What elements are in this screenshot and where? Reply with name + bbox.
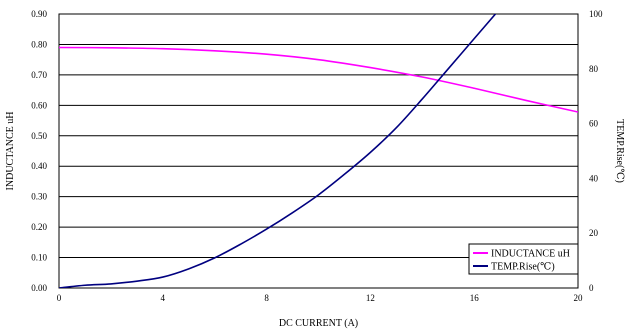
x-axis-label: DC CURRENT (A) (279, 318, 358, 329)
y-right-tick-label: 20 (589, 228, 599, 238)
x-tick-label: 8 (264, 293, 269, 303)
y-right-tick-label: 0 (589, 283, 594, 293)
series-inductance-line (59, 46, 578, 113)
x-tick-label: 20 (574, 293, 584, 303)
y-left-tick-label: 0.90 (31, 9, 47, 19)
y-right-tick-label: 100 (589, 9, 603, 19)
y-left-tick-label: 0.80 (31, 39, 47, 49)
y-left-tick-label: 0.50 (31, 131, 47, 141)
legend-box (468, 243, 579, 275)
y-left-tick-label: 0.20 (31, 222, 47, 232)
y-left-tick-label: 0.30 (31, 192, 47, 202)
y-axis-right: 0 20 40 60 80 100 (589, 9, 603, 293)
y-left-tick-label: 0.70 (31, 70, 47, 80)
y-right-tick-label: 80 (589, 64, 599, 74)
y-left-tick-label: 0.00 (31, 283, 47, 293)
x-tick-label: 16 (470, 293, 480, 303)
x-tick-label: 12 (366, 293, 375, 303)
y-left-tick-label: 0.10 (31, 253, 47, 263)
legend-label-inductance: INDUCTANCE uH (491, 249, 570, 260)
series-temp-rise-line (59, 14, 497, 288)
plot-area (58, 13, 579, 289)
y-axis-left: 0.00 0.10 0.20 0.30 0.40 0.50 0.60 0.70 0.80 0.90 (31, 9, 47, 293)
y-axis-right-label: TEMP.Rise(℃) (614, 119, 625, 183)
x-axis: 0 4 8 12 16 20 (57, 293, 583, 303)
legend: INDUCTANCE uH TEMP.Rise(℃) (468, 243, 579, 275)
x-tick-label: 0 (57, 293, 62, 303)
y-right-tick-label: 60 (589, 119, 599, 129)
x-tick-label: 4 (161, 293, 166, 303)
series-layer (59, 14, 578, 288)
y-left-tick-label: 0.40 (31, 161, 47, 171)
y-axis-left-label: INDUCTANCE uH (5, 112, 16, 191)
y-right-tick-label: 40 (589, 173, 599, 183)
legend-label-temp-rise: TEMP.Rise(℃) (491, 262, 555, 273)
y-left-tick-label: 0.60 (31, 100, 47, 110)
